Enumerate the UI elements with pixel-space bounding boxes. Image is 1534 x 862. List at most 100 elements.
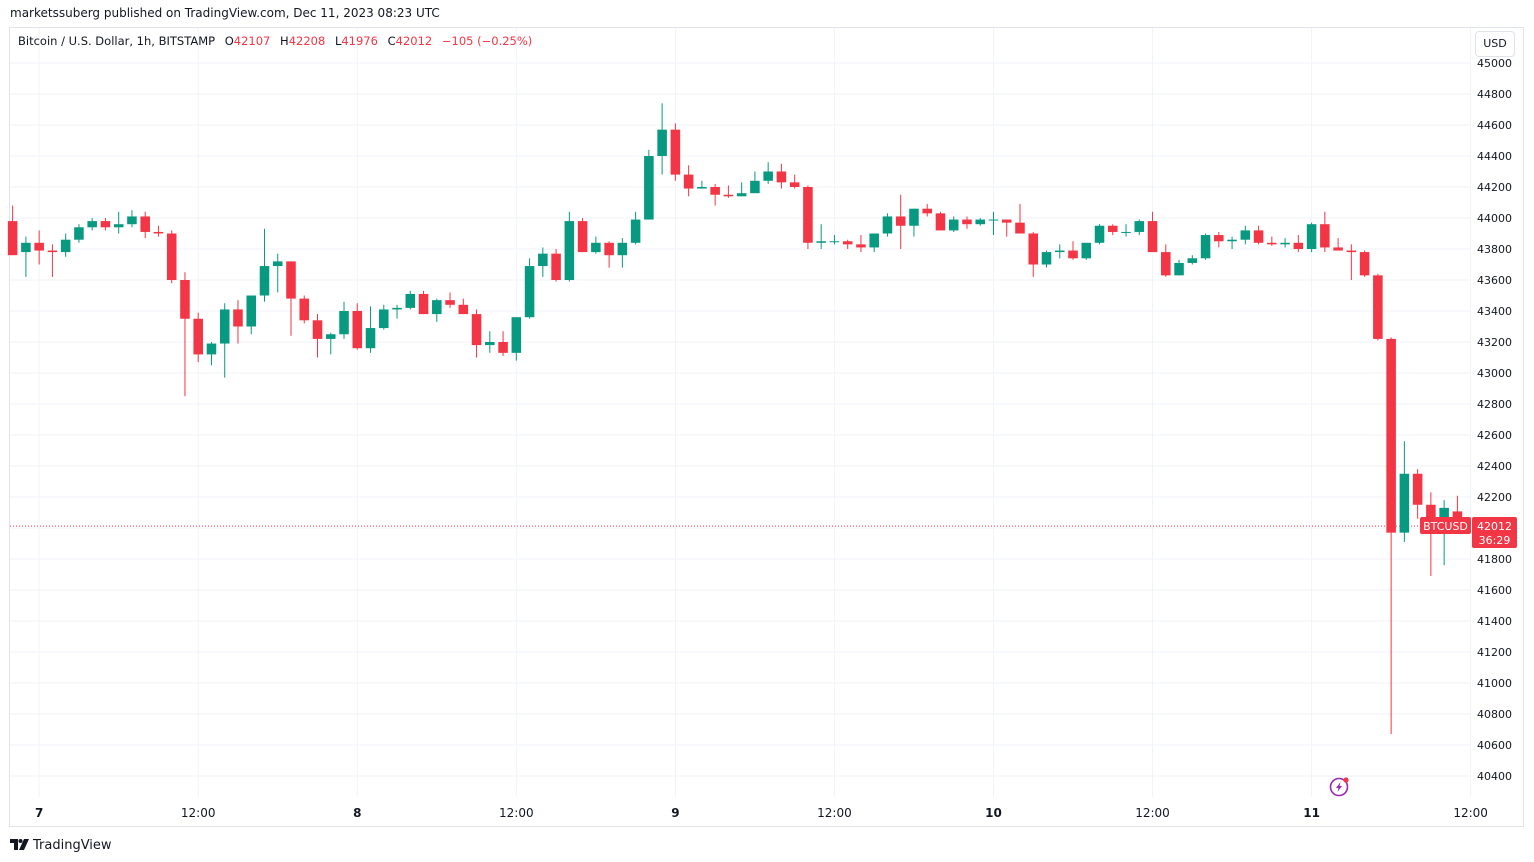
candle[interactable]: [564, 211, 575, 282]
candle[interactable]: [1240, 225, 1251, 245]
candle[interactable]: [127, 210, 137, 228]
lightning-alert-icon[interactable]: [1329, 777, 1349, 797]
candle[interactable]: [710, 183, 720, 206]
candle[interactable]: [736, 182, 747, 197]
candle[interactable]: [1015, 204, 1025, 234]
candle[interactable]: [1108, 224, 1118, 236]
candle[interactable]: [180, 272, 190, 397]
candle[interactable]: [1346, 244, 1357, 280]
candle[interactable]: [1094, 224, 1105, 245]
candle[interactable]: [21, 236, 31, 277]
candle[interactable]: [935, 211, 946, 231]
candle[interactable]: [458, 298, 469, 315]
candle[interactable]: [948, 216, 959, 232]
candle[interactable]: [485, 331, 495, 353]
footer-brand[interactable]: TradingView: [10, 836, 112, 854]
candle[interactable]: [47, 244, 58, 277]
candle[interactable]: [577, 218, 588, 253]
candle[interactable]: [1267, 236, 1277, 246]
candle[interactable]: [551, 249, 561, 282]
candle[interactable]: [113, 211, 124, 234]
candle[interactable]: [1041, 250, 1052, 268]
candle[interactable]: [816, 224, 826, 249]
candle[interactable]: [1068, 241, 1078, 260]
candle[interactable]: [1293, 235, 1304, 253]
candle[interactable]: [975, 218, 986, 226]
candle[interactable]: [988, 211, 999, 236]
candle[interactable]: [87, 218, 97, 231]
candle[interactable]: [1227, 236, 1237, 249]
candle[interactable]: [1134, 219, 1145, 236]
candle[interactable]: [498, 331, 508, 356]
candle[interactable]: [1399, 441, 1410, 542]
candle[interactable]: [630, 211, 641, 245]
candle[interactable]: [1187, 255, 1198, 265]
candle[interactable]: [471, 309, 482, 358]
candle[interactable]: [604, 241, 614, 268]
candle[interactable]: [272, 253, 283, 293]
candle[interactable]: [34, 230, 44, 265]
candle[interactable]: [7, 205, 18, 256]
candle[interactable]: [312, 314, 323, 358]
candle[interactable]: [1280, 238, 1290, 248]
candle[interactable]: [206, 342, 217, 366]
candle[interactable]: [1306, 222, 1317, 253]
candle[interactable]: [1253, 225, 1264, 245]
candle[interactable]: [697, 180, 707, 189]
candle[interactable]: [723, 185, 734, 198]
candle[interactable]: [683, 165, 694, 197]
candle[interactable]: [1214, 231, 1224, 248]
candle[interactable]: [1333, 238, 1343, 251]
candle[interactable]: [233, 300, 243, 344]
candle[interactable]: [392, 304, 402, 319]
candle[interactable]: [869, 233, 879, 253]
candle[interactable]: [524, 258, 535, 319]
candle[interactable]: [1426, 492, 1436, 577]
candle[interactable]: [259, 228, 270, 302]
symbol-title[interactable]: Bitcoin / U.S. Dollar, 1h, BITSTAMP: [18, 34, 216, 48]
candle[interactable]: [1001, 219, 1012, 237]
candle[interactable]: [299, 295, 310, 324]
candle[interactable]: [962, 216, 972, 229]
candle[interactable]: [1161, 244, 1171, 277]
candle[interactable]: [1412, 469, 1423, 519]
candle[interactable]: [856, 235, 866, 253]
candle[interactable]: [511, 317, 522, 361]
candle[interactable]: [922, 204, 932, 217]
candle[interactable]: [60, 233, 71, 257]
candle[interactable]: [895, 194, 906, 249]
candle[interactable]: [100, 218, 111, 231]
candle[interactable]: [432, 298, 442, 322]
candle[interactable]: [617, 238, 628, 268]
candle[interactable]: [246, 295, 257, 335]
candle[interactable]: [882, 213, 893, 237]
candle[interactable]: [1359, 250, 1370, 277]
candle[interactable]: [1081, 242, 1092, 260]
candle[interactable]: [803, 185, 813, 249]
candle[interactable]: [1386, 337, 1396, 735]
candle[interactable]: [842, 239, 853, 249]
candle[interactable]: [153, 225, 164, 237]
candle[interactable]: [418, 290, 429, 315]
candle[interactable]: [909, 208, 919, 237]
candle[interactable]: [166, 230, 177, 284]
candle[interactable]: [140, 211, 150, 239]
candle[interactable]: [1028, 231, 1039, 277]
candle[interactable]: [445, 292, 455, 308]
candle[interactable]: [1147, 211, 1158, 253]
candle[interactable]: [1174, 259, 1184, 276]
candle[interactable]: [670, 123, 681, 181]
candle[interactable]: [1054, 244, 1065, 259]
candle[interactable]: [829, 235, 840, 245]
candle[interactable]: [1373, 273, 1383, 341]
candle[interactable]: [1320, 211, 1330, 253]
candle[interactable]: [776, 163, 787, 189]
candle[interactable]: [379, 304, 389, 330]
currency-button[interactable]: USD: [1475, 31, 1515, 57]
candle[interactable]: [789, 174, 800, 189]
candle[interactable]: [1200, 233, 1211, 260]
candle[interactable]: [657, 103, 667, 175]
candle[interactable]: [339, 301, 349, 339]
candle[interactable]: [286, 261, 296, 336]
